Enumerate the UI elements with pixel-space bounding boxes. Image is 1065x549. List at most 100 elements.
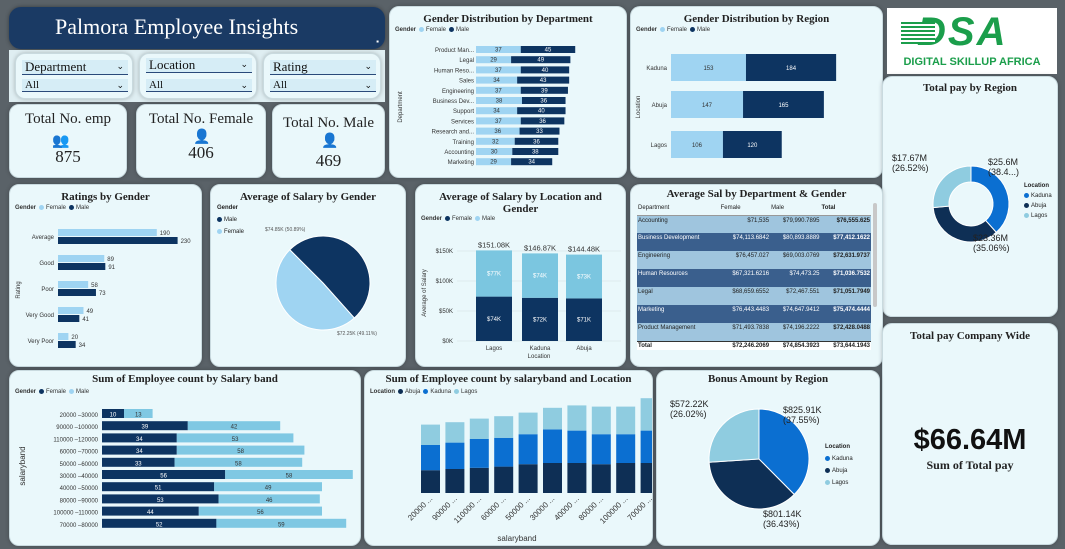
company-pay-caption: Sum of Total pay [926,458,1014,472]
data-label: $72K [533,317,547,323]
bar-female [476,117,521,125]
data-label: 53 [232,437,239,443]
label-value: $23.36M [973,233,1009,243]
bar-lagos [445,422,465,443]
table-row[interactable]: Marketing $76,443.4483 $74,647.9412 $75,474… [637,305,871,323]
slice-abuja [708,458,795,510]
card-title: Gender Distribution by Region [683,13,830,25]
label-kaduna: $825.91K (37.55%) [783,405,822,425]
department-slicer-header[interactable]: Department ⌄ [22,60,128,75]
rating-label: Rating [273,59,308,74]
table-row[interactable]: Business Development $74,113.6842 $80,893.… [637,233,871,251]
table-row[interactable]: Accounting $71,535 $79,990.7895 $76,555.625 [637,215,871,233]
data-label: 49 [265,486,272,492]
category-label: Human Reso... [434,68,474,74]
table-row[interactable]: Engineering $76,457.027 $69,003.0769 $72,63… [637,251,871,269]
data-label: 13 [135,413,142,419]
kpi-value: 469 [315,151,342,170]
card-title: Sum of Employee count by salaryband and … [385,373,632,385]
rating-slicer-header[interactable]: Rating ⌄ [270,60,376,75]
slice-lagos [708,408,760,463]
more-options-icon[interactable]: ▪ [376,37,379,46]
bar-male [102,470,226,479]
bar-female [198,506,322,516]
legend-title: Gender [217,205,239,211]
category-label: Very Good [26,313,54,319]
chevron-down-icon: ⌄ [364,80,372,90]
table-cell: $68,659.6552 [732,289,770,295]
category-label: Marketing [448,160,474,166]
bar-female [218,494,320,504]
gender-dept-chart: Product Man... 37 45 Legal 29 49 Human Reso...… [398,46,576,166]
data-label: 38 [532,150,539,156]
legend-female: Female [46,205,67,212]
table-scrollbar[interactable] [873,203,877,307]
category-label: Very Poor [28,339,54,345]
data-label: 39 [142,425,149,431]
category-label: Abuja [576,346,592,352]
kpi-total-female: Total No. Female 👤 406 [136,104,266,178]
legend-female: Female [452,216,473,223]
table-scroll-area[interactable]: Department Female Male Total Accounting $71,5… [637,202,871,357]
column-header: Female [719,202,771,216]
category-label: 60000 ... [479,494,507,522]
data-label: 10 [110,413,117,419]
total-pay-region-card: Total pay by Region $25.6M (38.4...) $23.… [882,76,1058,317]
location-slicer-header[interactable]: Location ⌄ [146,58,252,73]
category-label: 80000 –90000 [60,498,99,504]
bar-female [58,281,89,288]
bar-lagos [591,406,611,435]
data-label: 59 [278,522,285,528]
table-cell: $71,493.7838 [732,325,770,331]
bar-male [102,421,188,431]
filter-card: Department ⌄ All ⌄ Location ⌄ All ⌄ Rating ⌄ … [9,50,385,102]
category-label: 30000 –40000 [60,474,99,480]
dsa-logo: DSA DIGITAL SKILLUP AFRICA [887,8,1057,74]
bar-male [58,263,106,270]
bar-female [476,56,512,64]
bar-abuja [445,469,465,493]
table-row[interactable]: Product Management $71,493.7838 $74,196.22… [637,323,871,341]
gender-region-chart: Kaduna 153 184 Abuja 147 165 Lagos 106 120 Locati… [636,54,837,158]
category-label: Training [453,140,474,146]
data-label: 190 [160,231,171,237]
bar-male [102,494,219,504]
rating-dropdown[interactable]: All ⌄ [270,79,376,92]
bar-kaduna [469,439,489,468]
legend-title: Location [370,389,395,396]
chevron-down-icon: ⌄ [240,59,248,69]
table-cell: $69,003.0769 [782,253,820,259]
legend-item: Lagos [1024,211,1052,221]
data-label: $74K [533,274,547,280]
legend-title: Gender [395,27,417,34]
slice-female [275,249,356,331]
category-label: Research and... [432,130,475,136]
category-label: Lagos [486,346,502,352]
bar-female [671,91,744,118]
table-cell: $72,467.551 [786,289,820,295]
bar-male [102,482,215,492]
table-cell: Accounting [638,217,668,224]
avg-salary-location-card: Average of Salary by Location and Gender… [415,184,626,367]
people-icon: 👥 [52,132,70,148]
bar-female [476,137,515,145]
data-label: 58 [237,449,244,455]
department-dropdown[interactable]: All ⌄ [22,79,128,92]
bar-kaduna [543,429,562,463]
bar-female [476,158,512,166]
bar-abuja [543,463,562,493]
chart-legend: Gender Female Male [15,205,89,211]
bar-male [58,289,96,296]
slice-kaduna [758,408,810,496]
axis-label: Location [636,96,642,119]
category-label: Legal [459,58,474,64]
location-dropdown[interactable]: All ⌄ [146,79,252,92]
slice-lagos [932,165,972,209]
bar-abuja [469,467,489,493]
kpi-value: 875 [55,147,81,166]
legend-female: Female [667,27,688,34]
category-label: Kaduna [530,346,551,352]
table-row[interactable]: Human Resources $67,321.6216 $74,473.25 $71… [637,269,871,287]
bonus-region-pie [708,408,810,510]
table-row[interactable]: Legal $68,659.6552 $72,467.551 $71,051.7949 [637,287,871,305]
